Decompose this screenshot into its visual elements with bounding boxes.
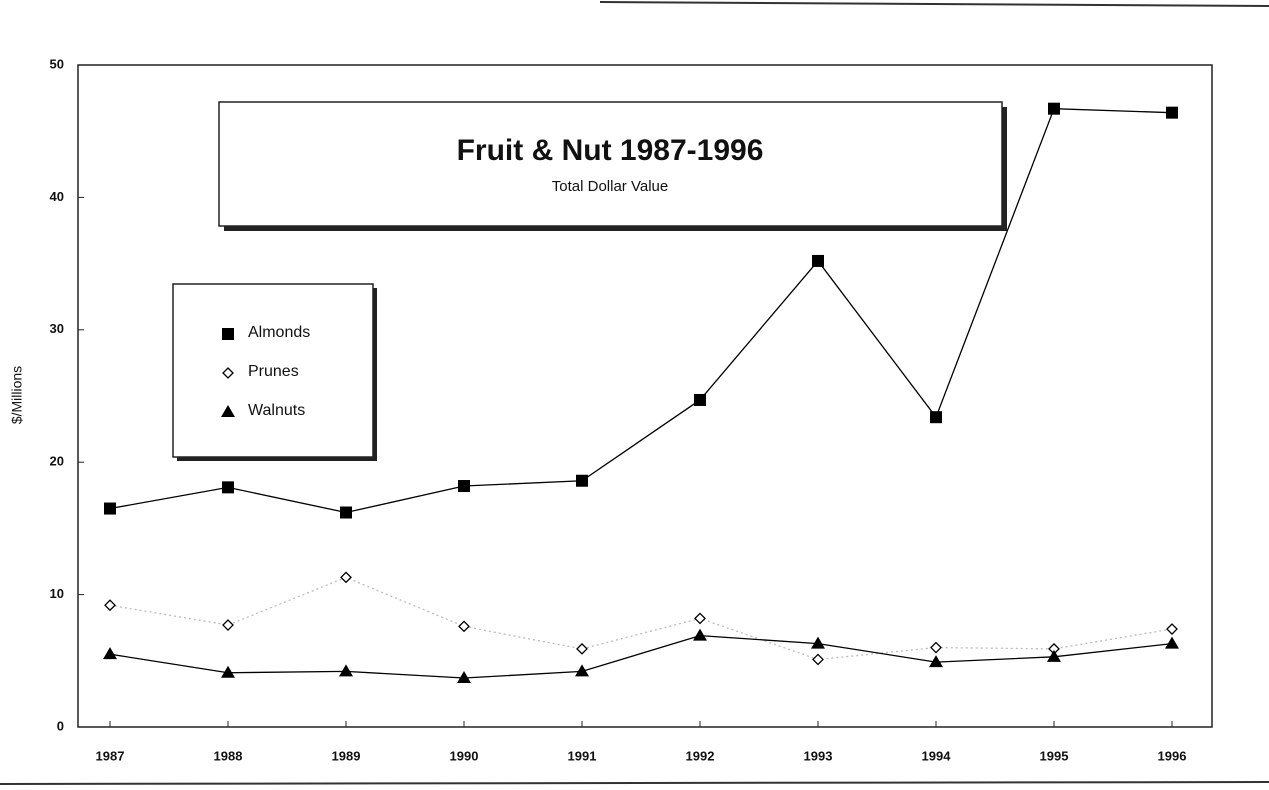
legend-label: Walnuts — [248, 402, 305, 419]
marker — [1166, 106, 1178, 119]
y-tick-label: 10 — [50, 586, 64, 601]
legend-marker — [221, 405, 235, 417]
marker — [222, 481, 234, 494]
marker — [812, 254, 824, 267]
series-line — [109, 108, 1173, 514]
marker — [222, 619, 234, 631]
marker — [693, 628, 707, 641]
marker — [1165, 636, 1179, 649]
marker — [458, 620, 470, 633]
page-edge — [599, 1, 1269, 7]
marker — [339, 664, 353, 677]
page-edge — [0, 781, 1269, 785]
marker — [340, 506, 352, 519]
y-tick-label: 30 — [50, 321, 64, 336]
x-tick-label: 1993 — [804, 748, 833, 763]
marker — [1047, 649, 1061, 662]
marker — [929, 655, 943, 668]
marker — [576, 642, 588, 655]
legend-box — [172, 283, 374, 458]
marker — [104, 502, 116, 515]
legend-label: Prunes — [248, 363, 299, 380]
plot-frame — [77, 64, 1213, 728]
x-tick-label: 1995 — [1040, 748, 1069, 763]
marker — [575, 664, 589, 677]
marker — [1166, 623, 1178, 635]
y-tick-label: 20 — [50, 454, 64, 469]
x-tick-label: 1990 — [450, 748, 479, 763]
marker — [340, 571, 352, 584]
legend-marker — [222, 367, 234, 379]
marker — [930, 641, 942, 654]
marker — [694, 393, 706, 406]
x-tick-label: 1992 — [686, 748, 715, 763]
legend-label: Almonds — [248, 324, 310, 341]
marker — [458, 480, 470, 493]
x-tick-label: 1991 — [568, 748, 597, 763]
marker — [812, 653, 824, 666]
marker — [694, 612, 706, 625]
x-tick-label: 1996 — [1158, 748, 1187, 763]
x-tick-label: 1994 — [922, 748, 952, 763]
y-tick-label: 50 — [50, 56, 64, 71]
marker — [457, 671, 471, 684]
marker — [576, 474, 588, 487]
marker — [930, 411, 942, 424]
marker — [1048, 102, 1060, 115]
y-axis-label: $/Millions — [9, 366, 25, 424]
chart-title: Fruit & Nut 1987-1996 — [457, 134, 764, 167]
series-line — [109, 634, 1173, 679]
chart-subtitle: Total Dollar Value — [552, 178, 668, 195]
marker — [104, 599, 116, 612]
marker — [221, 665, 235, 678]
marker — [103, 647, 117, 660]
y-tick-label: 0 — [57, 718, 64, 733]
title-box — [218, 101, 1003, 227]
y-tick-label: 40 — [50, 189, 64, 204]
legend-marker — [222, 328, 234, 340]
marker — [811, 636, 825, 649]
x-tick-label: 1989 — [332, 748, 361, 763]
x-tick-label: 1987 — [96, 748, 125, 763]
x-tick-label: 1988 — [214, 748, 243, 763]
series-line — [109, 576, 1173, 661]
